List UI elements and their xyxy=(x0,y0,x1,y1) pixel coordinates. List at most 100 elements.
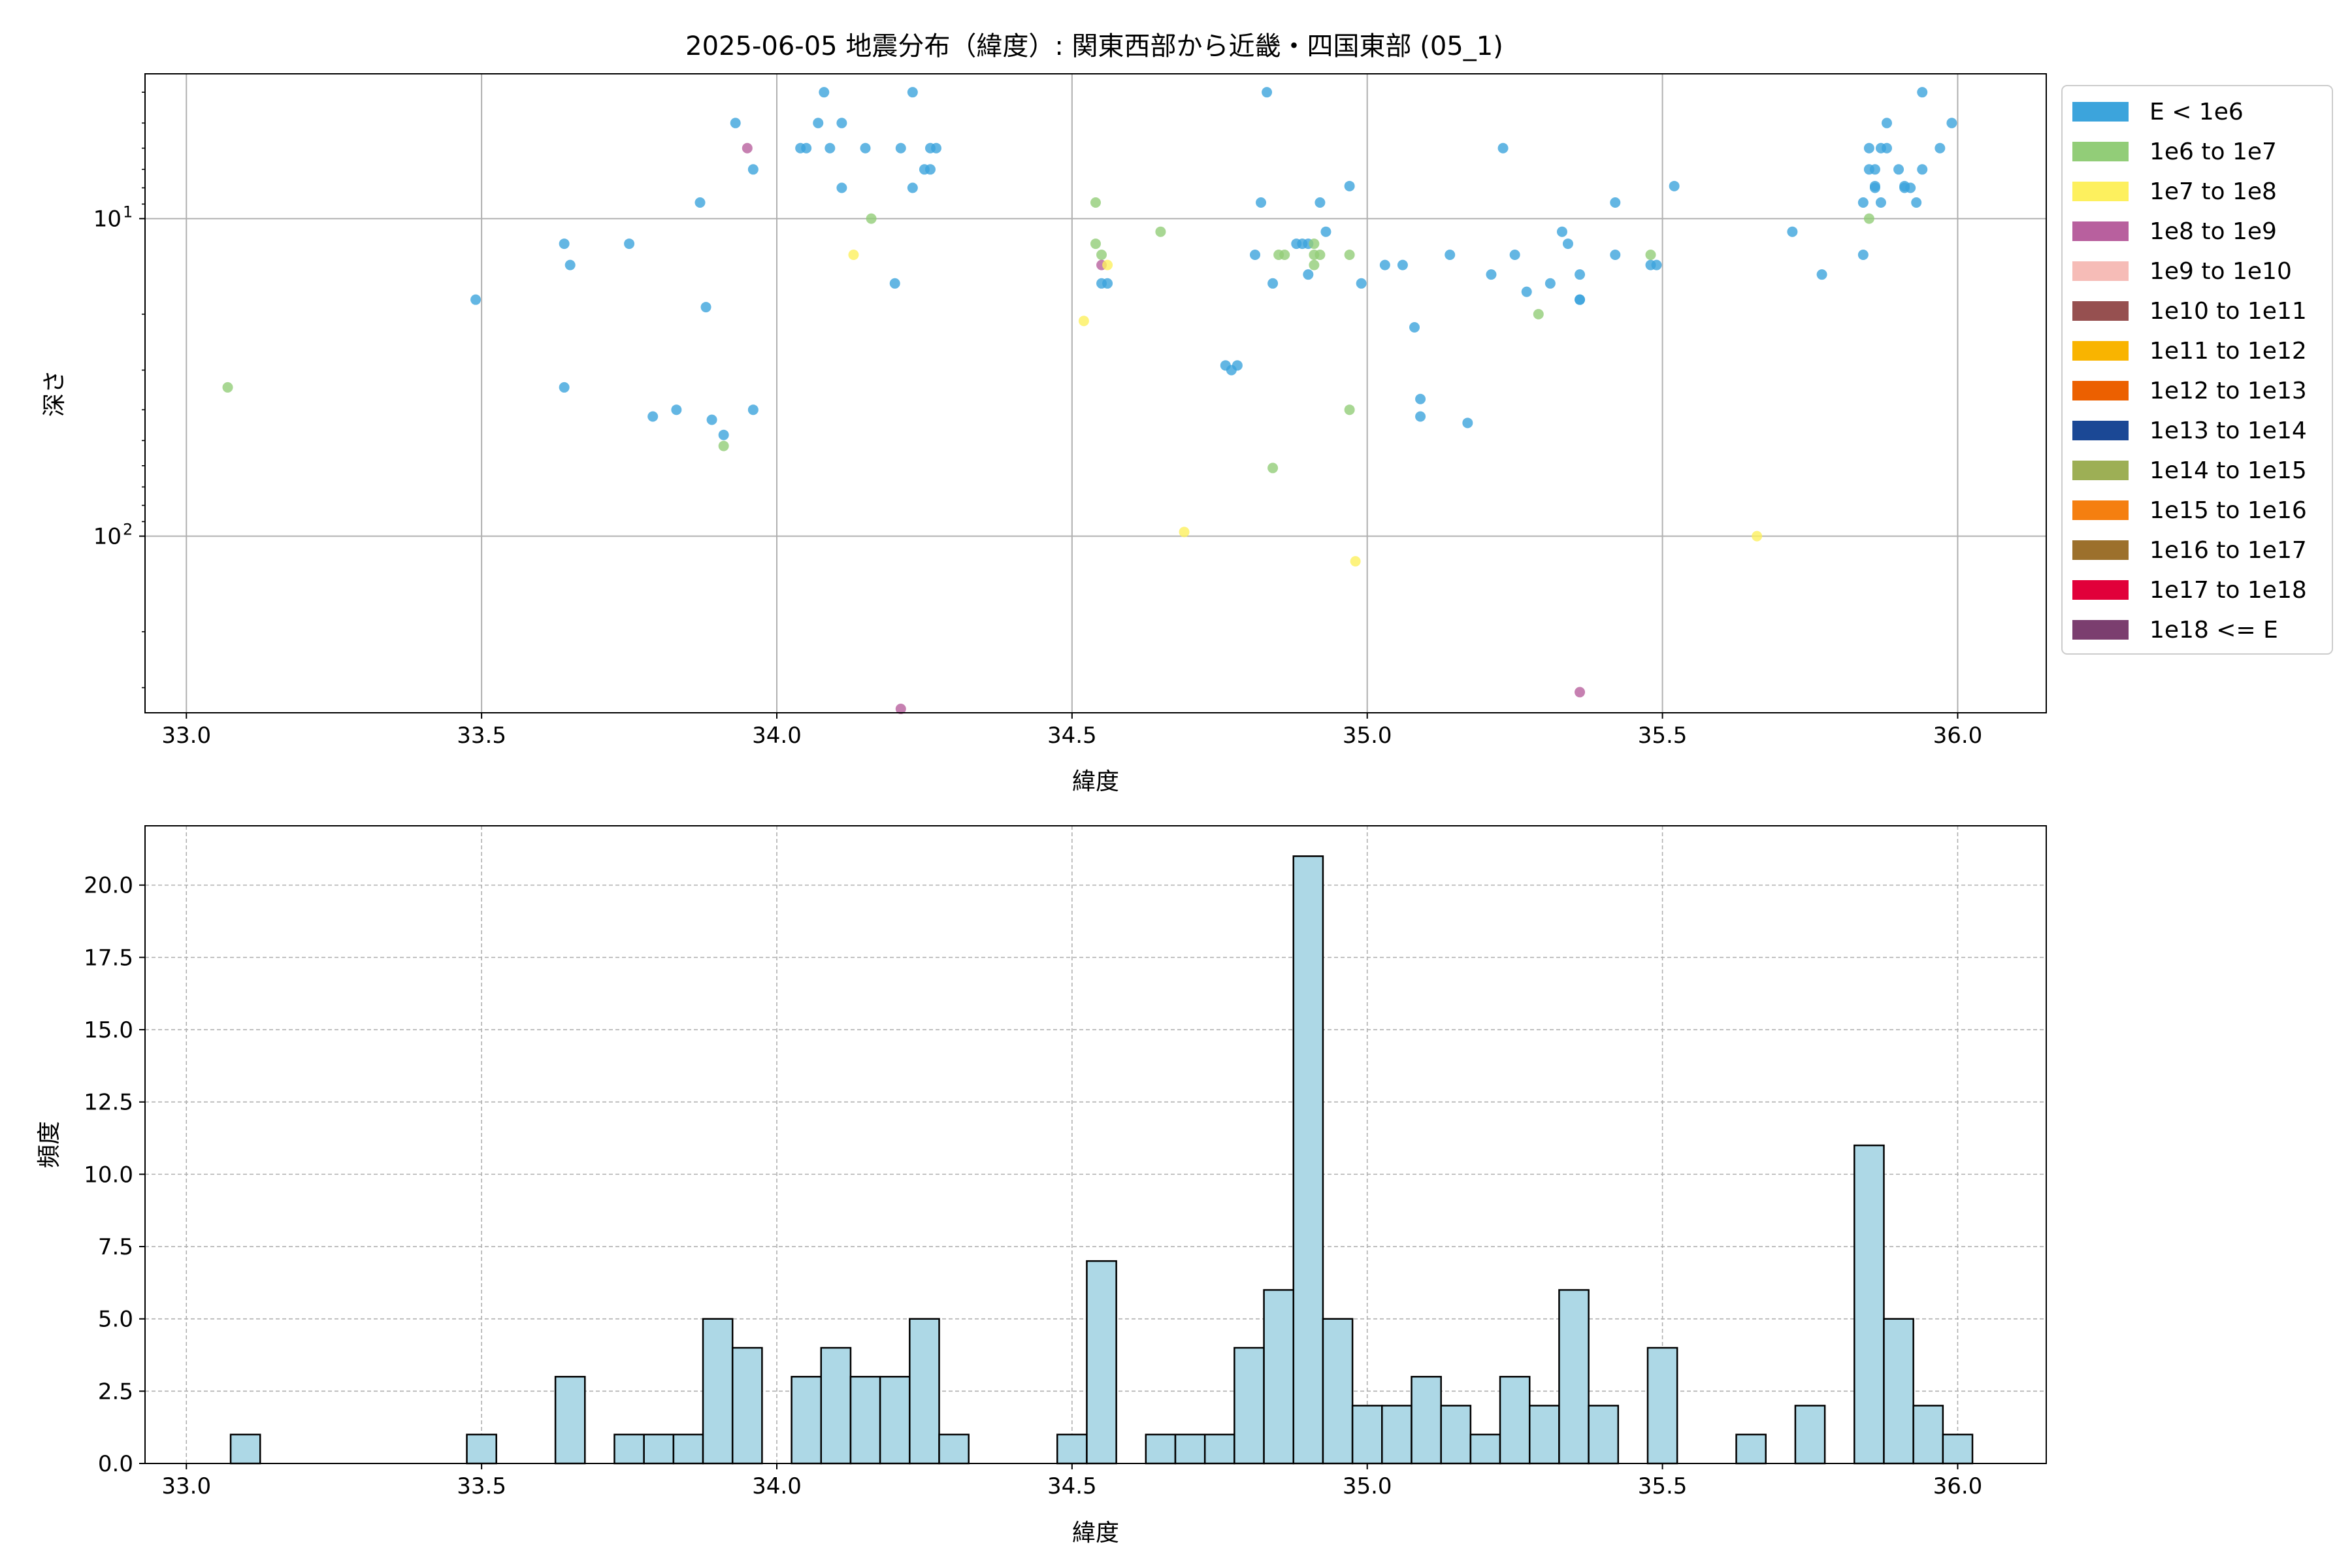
scatter-point xyxy=(694,197,706,208)
scatter-point xyxy=(889,278,900,289)
histogram-bar xyxy=(1883,1318,1914,1465)
scatter-point xyxy=(1090,238,1101,250)
scatter-plot-frame xyxy=(144,73,2047,713)
legend-items: E < 1e6 1e6 to 1e7 1e7 to 1e8 1e8 to 1e9 1e9… xyxy=(2072,99,2307,644)
scatter-point xyxy=(1562,238,1573,250)
histogram-bar xyxy=(1351,1405,1383,1465)
scatter-point xyxy=(819,87,830,98)
legend-swatch xyxy=(2072,500,2129,520)
scatter-y-tick-label: 10 xyxy=(93,524,122,550)
histogram-bar xyxy=(820,1347,852,1465)
scatter-point xyxy=(895,142,906,154)
scatter-point xyxy=(747,164,759,175)
scatter-point xyxy=(1881,118,1892,129)
histogram-bar xyxy=(1203,1433,1235,1465)
scatter-point xyxy=(470,294,482,305)
histogram-bar xyxy=(1794,1405,1826,1465)
histogram-bar xyxy=(554,1375,586,1465)
histogram-y-label: 頻度 xyxy=(36,1121,63,1168)
scatter-point xyxy=(1875,197,1886,208)
legend-swatch xyxy=(2072,540,2129,560)
scatter-point xyxy=(836,182,847,193)
histogram-y-tick-label: 17.5 xyxy=(84,945,133,971)
legend-swatch xyxy=(2072,421,2129,440)
scatter-point xyxy=(1917,87,1928,98)
scatter-point xyxy=(895,704,906,715)
scatter-point xyxy=(1946,118,1957,129)
legend-entry-label: 1e7 to 1e8 xyxy=(2149,178,2277,205)
legend-swatch xyxy=(2072,580,2129,600)
histogram-bar xyxy=(1233,1347,1265,1465)
scatter-point xyxy=(1917,164,1928,175)
histogram-x-tick-label: 33.5 xyxy=(457,1473,506,1499)
scatter-point xyxy=(1752,531,1763,542)
legend-swatch xyxy=(2072,381,2129,400)
histogram-y-ticks: 0.0 2.5 5.0 7.5 10.0 12.5 15.0 17.5 20.0 xyxy=(84,873,145,1477)
histogram-bar xyxy=(1942,1433,1974,1465)
histogram-x-tick-label: 35.0 xyxy=(1343,1473,1392,1499)
scatter-point xyxy=(1315,249,1326,260)
scatter-point xyxy=(1669,180,1680,191)
scatter-x-tick-label: 35.5 xyxy=(1638,723,1688,749)
scatter-point xyxy=(1521,286,1532,297)
histogram-y-tick-label: 2.5 xyxy=(98,1379,133,1405)
scatter-x-tick-label: 36.0 xyxy=(1933,723,1983,749)
histogram-x-tick-label: 36.0 xyxy=(1933,1473,1983,1499)
scatter-point xyxy=(559,382,570,393)
scatter-point xyxy=(1415,393,1426,404)
scatter-point xyxy=(1315,197,1326,208)
scatter-point xyxy=(1267,278,1279,289)
histogram-x-ticks: 33.0 33.5 34.0 34.5 35.0 35.5 36.0 xyxy=(161,1463,1982,1499)
scatter-point xyxy=(1651,259,1662,270)
histogram-y-tick-label: 10.0 xyxy=(84,1162,133,1188)
scatter-point xyxy=(1344,404,1355,416)
histogram-bar xyxy=(1174,1433,1206,1465)
scatter-y-tick-exponent: 2 xyxy=(123,521,133,539)
scatter-point xyxy=(1344,249,1355,260)
legend-frame xyxy=(2061,85,2333,655)
legend-entry-label: 1e15 to 1e16 xyxy=(2149,497,2307,524)
histogram-bar xyxy=(672,1433,704,1465)
scatter-point xyxy=(1415,411,1426,422)
scatter-point xyxy=(866,213,877,224)
scatter-point xyxy=(1256,197,1267,208)
scatter-point xyxy=(1881,142,1892,154)
scatter-x-tick-label: 34.5 xyxy=(1047,723,1097,749)
scatter-point xyxy=(1497,142,1509,154)
legend-swatch xyxy=(2072,620,2129,640)
scatter-point xyxy=(1350,556,1361,567)
scatter-point xyxy=(813,118,824,129)
legend-entry-label: 1e18 <= E xyxy=(2149,617,2278,644)
scatter-point xyxy=(1486,269,1497,280)
scatter-point xyxy=(1575,687,1586,698)
scatter-point xyxy=(564,259,576,270)
scatter-point xyxy=(1869,182,1880,193)
scatter-point xyxy=(747,404,759,416)
legend-entry-label: 1e14 to 1e15 xyxy=(2149,457,2307,484)
scatter-point xyxy=(907,182,918,193)
histogram-y-tick-label: 0.0 xyxy=(98,1451,133,1477)
legend-swatch xyxy=(2072,301,2129,321)
scatter-point xyxy=(924,164,936,175)
scatter-point xyxy=(825,142,836,154)
scatter-point xyxy=(848,249,859,260)
legend-entry-label: 1e8 to 1e9 xyxy=(2149,218,2277,245)
histogram-bar xyxy=(1528,1405,1560,1465)
legend-entry-label: 1e12 to 1e13 xyxy=(2149,378,2307,404)
legend-entry-label: 1e11 to 1e12 xyxy=(2149,338,2307,365)
scatter-point xyxy=(671,404,682,416)
histogram-bar xyxy=(229,1433,261,1465)
histogram-bar xyxy=(643,1433,675,1465)
histogram-bar xyxy=(938,1433,970,1465)
histogram-bar xyxy=(466,1433,497,1465)
scatter-point xyxy=(1556,226,1567,237)
histogram-bar xyxy=(1145,1433,1177,1465)
scatter-y-label: 深さ xyxy=(41,370,68,417)
histogram-x-tick-label: 34.5 xyxy=(1047,1473,1097,1499)
scatter-points xyxy=(222,87,1957,715)
scatter-point xyxy=(1869,164,1880,175)
histogram-bar xyxy=(1499,1375,1531,1465)
histogram-bar xyxy=(1292,855,1324,1465)
histogram-bar xyxy=(791,1375,823,1465)
scatter-point xyxy=(860,142,871,154)
